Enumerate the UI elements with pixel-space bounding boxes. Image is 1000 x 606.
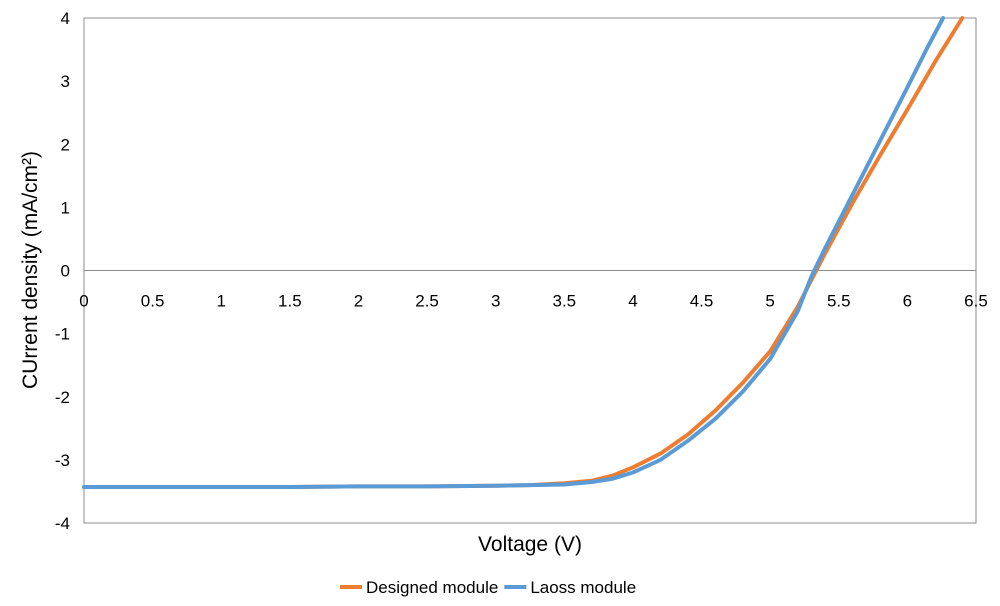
y-tick-label: 4 xyxy=(61,9,70,28)
y-tick-label: -4 xyxy=(55,514,70,533)
y-tick-label: -3 xyxy=(55,451,70,470)
x-tick-label: 5.5 xyxy=(827,292,851,311)
x-tick-label: 6.5 xyxy=(964,292,988,311)
x-tick-label: 3 xyxy=(491,292,500,311)
x-tick-label: 2 xyxy=(354,292,363,311)
series-line-2 xyxy=(82,16,946,489)
y-tick-label: -2 xyxy=(55,388,70,407)
y-tick-label: -1 xyxy=(55,325,70,344)
x-tick-label: 0 xyxy=(79,292,88,311)
series-layer xyxy=(82,16,965,489)
x-tick-label: 0.5 xyxy=(141,292,165,311)
x-tick-label: 4 xyxy=(628,292,637,311)
y-tick-label: 3 xyxy=(61,72,70,91)
y-tick-label: 1 xyxy=(61,198,70,217)
legend-label-2: Laoss module xyxy=(530,578,636,597)
x-tick-label: 1 xyxy=(216,292,225,311)
x-tick-label: 6 xyxy=(903,292,912,311)
y-tick-label: 2 xyxy=(61,135,70,154)
x-tick-label: 2.5 xyxy=(415,292,439,311)
legend-label-1: Designed module xyxy=(366,578,498,597)
x-tick-label: 5 xyxy=(765,292,774,311)
x-tick-label: 3.5 xyxy=(552,292,576,311)
y-tick-label: 0 xyxy=(61,262,70,281)
y-tick-labels: 4 3 2 1 0 -1 -2 -3 -4 xyxy=(55,9,70,533)
x-tick-label: 1.5 xyxy=(278,292,302,311)
y-axis-title: CUrrent density (mA/cm²) xyxy=(19,151,42,389)
x-tick-labels: 0 0.5 1 1.5 2 2.5 3 3.5 4 4.5 5 5.5 6 6.5 xyxy=(79,292,988,311)
legend: Designed module Laoss module xyxy=(340,578,636,597)
x-axis-title: Voltage (V) xyxy=(478,533,582,556)
x-tick-label: 4.5 xyxy=(690,292,714,311)
